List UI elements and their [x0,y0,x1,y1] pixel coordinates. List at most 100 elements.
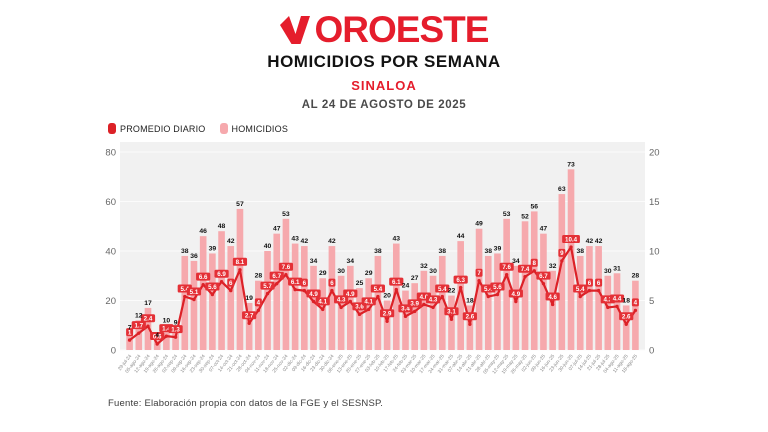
avg-value-label: 6 [597,280,601,287]
line-marker [284,273,288,277]
avg-value-label: 8 [533,260,537,267]
left-axis-tick: 0 [111,346,116,357]
line-marker [164,334,169,338]
line-marker [477,279,481,283]
homicides-bar [282,218,290,350]
bar-value-label: 20 [383,293,391,300]
legend-label: HOMICIDIOS [231,123,289,134]
avg-label-box [435,284,450,293]
bar-value-label: 38 [181,248,189,255]
line-marker [596,288,601,293]
line-marker [330,288,334,293]
homicides-bar [484,255,492,350]
avg-label-box [328,278,336,287]
avg-value-label: 4.3 [429,297,438,304]
line-marker [256,308,261,313]
avg-value-label: 4.1 [318,299,327,306]
homicides-bar [512,265,520,350]
avg-value-label: 2.7 [245,313,254,320]
bar-value-label: 47 [273,226,281,233]
bar-value-label: 57 [236,201,244,208]
homicides-bar [503,218,510,350]
line-marker [523,275,527,279]
homicides-bar [540,233,547,350]
avg-label-box [370,284,385,293]
line-marker [210,292,215,297]
homicides-bar [521,221,529,350]
line-marker [293,287,297,292]
homicides-bar [604,275,612,350]
avg-value-label: 7.6 [502,264,511,271]
avg-label-box [288,277,303,286]
avg-label-box [536,271,551,280]
source-note: Fuente: Elaboración propia con datos de … [108,398,384,409]
right-axis-tick: 0 [649,346,654,357]
line-marker [321,307,325,312]
bar-value-label: 53 [282,211,290,218]
avg-value-label: 4.1 [364,299,373,306]
avg-label-box [530,258,538,267]
avg-label-box [462,312,477,321]
homicides-bar [264,251,271,350]
avg-value-label: 0.6 [153,333,162,340]
left-axis-tick: 20 [105,296,116,307]
avg-label-box [232,257,248,266]
homicides-bar [383,300,391,350]
line-marker [265,291,270,296]
legend-item-promedio: PROMEDIO DIARIO [108,123,206,134]
avg-label-box [315,297,330,306]
avg-label-box [126,328,134,337]
avg-value-label: 5.6 [208,284,217,291]
avg-value-label: 6 [588,280,592,287]
avg-value-label: 5.7 [263,283,272,290]
right-axis-tick: 15 [649,197,660,208]
line-marker [431,305,435,310]
bar-value-label: 49 [475,221,483,228]
homicides-bar [448,295,455,350]
bar-value-label: 43 [291,236,299,243]
bar-value-label: 38 [438,248,446,255]
homicides-bar [374,255,382,350]
bar-value-label: 22 [448,288,456,295]
bar-value-label: 9 [174,320,178,327]
left-axis-tick: 80 [105,148,116,159]
homicides-bar [530,211,538,350]
avg-label-box [499,262,514,271]
avg-value-label: 6 [330,280,334,287]
homicides-bar [632,280,639,350]
line-marker [219,279,224,284]
homicides-bar [310,265,317,350]
line-marker [449,317,454,322]
line-marker [624,322,628,326]
line-marker [486,294,490,299]
avg-value-label: 2.6 [622,314,631,321]
line-marker [495,292,500,297]
line-marker [560,259,564,263]
homicides-bar [291,243,299,350]
homicides-bar [567,169,575,350]
line-marker [403,314,408,319]
line-marker [394,287,398,292]
homicides-bar [438,255,446,350]
bar-value-label: 18 [622,297,630,304]
line-marker [229,288,233,293]
homicides-bar [181,255,189,350]
line-marker [155,342,159,346]
avg-value-label: 4.9 [512,291,521,298]
avg-label-box [545,292,560,301]
avg-value-label: 4.9 [309,291,318,298]
avg-value-label: 5.4 [374,286,383,293]
avg-label-box [186,287,202,296]
avg-label-box [306,289,321,298]
homicides-bar [420,270,428,350]
line-marker [201,282,205,287]
avg-label-box [269,271,284,280]
homicides-bar [144,307,152,350]
homicides-bar [236,208,244,350]
avg-value-label: 5.4 [438,286,447,293]
homicides-bar [558,194,566,350]
line-marker [146,324,150,328]
avg-value-label: 5.4 [576,286,585,293]
avg-label-box [227,278,235,287]
line-marker [587,288,592,293]
